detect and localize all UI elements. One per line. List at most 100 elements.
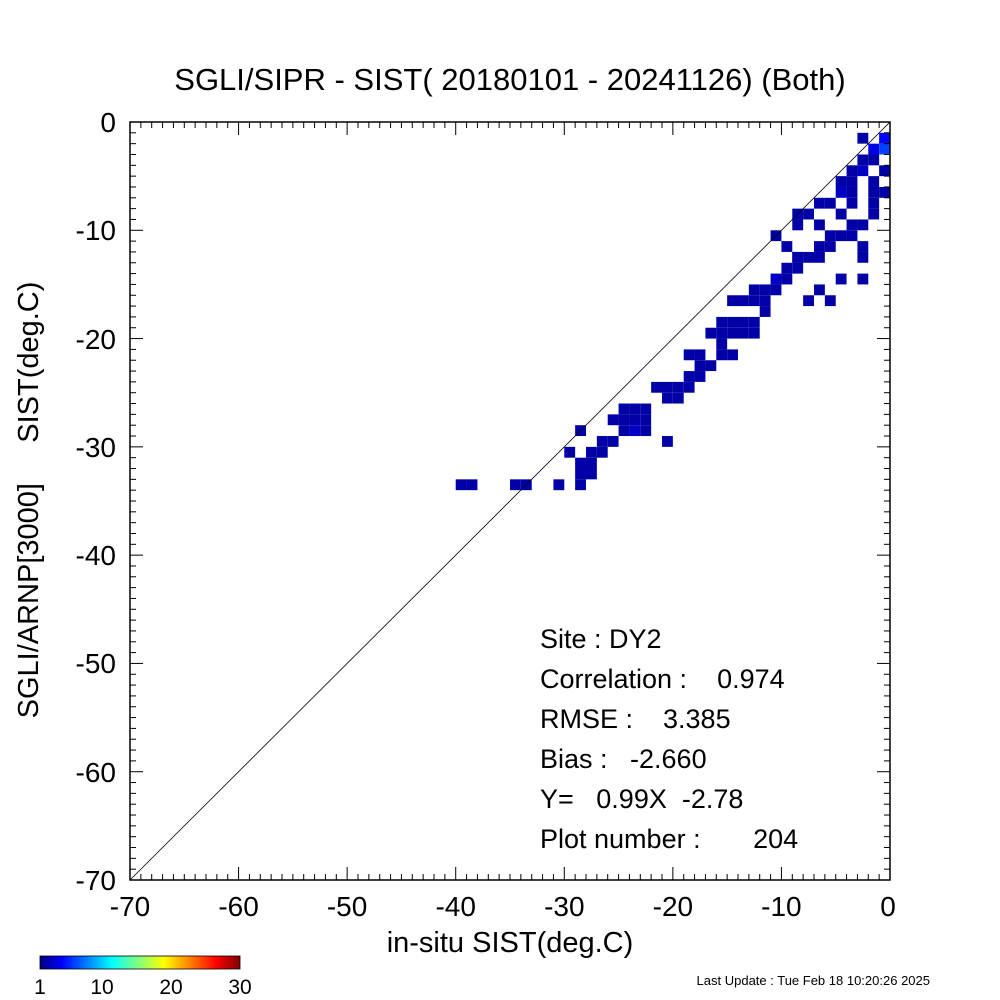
density-cell: [835, 186, 847, 198]
site-label: Site : DY2: [540, 624, 662, 654]
density-cell: [596, 436, 608, 447]
y-tick-label: -50: [76, 648, 116, 679]
density-cell: [553, 479, 565, 491]
density-cell: [857, 154, 869, 166]
chart-title: SGLI/SIPR - SIST( 20180101 - 20241126) (…: [174, 62, 845, 97]
density-cell: [803, 208, 814, 220]
density-cell: [781, 262, 793, 274]
y-tick-label: -30: [76, 432, 116, 463]
bias-label: Bias : -2.660: [540, 744, 707, 774]
y-tick-label: -10: [76, 215, 116, 246]
density-cell: [683, 381, 695, 393]
density-cell: [835, 273, 847, 285]
density-cell: [835, 176, 847, 187]
density-cell: [748, 295, 760, 307]
density-cell: [824, 295, 836, 307]
density-cell: [727, 295, 738, 307]
density-cell: [716, 338, 728, 350]
density-cell: [835, 230, 847, 242]
density-cell: [694, 349, 706, 361]
colorbar-gradient: [39, 955, 241, 970]
density-cell: [824, 197, 836, 209]
density-cell: [803, 295, 814, 307]
density-cell: [759, 284, 771, 296]
y-tick-label: -70: [76, 865, 116, 896]
density-cell: [781, 273, 793, 285]
density-cell: [868, 143, 880, 155]
plot-number-label: Plot number : 204: [540, 824, 798, 854]
density-cell: [748, 327, 760, 339]
density-cell: [879, 143, 890, 155]
density-cell: [792, 251, 804, 263]
density-cell: [618, 403, 630, 415]
y-tick-label: -40: [76, 540, 116, 571]
density-cells: [455, 132, 890, 491]
density-cell: [792, 219, 804, 231]
y-tick-labels: 0 -10 -20 -30 -40 -50 -60 -70: [76, 107, 116, 896]
density-cell: [759, 306, 771, 317]
density-cell: [814, 241, 825, 252]
density-cell: [748, 316, 760, 328]
density-cell: [662, 381, 673, 393]
density-cell: [651, 381, 662, 393]
colorbar-tick: 30: [228, 976, 251, 999]
density-cell: [618, 425, 630, 437]
x-tick-label: -20: [653, 891, 693, 922]
density-cell: [738, 295, 749, 307]
density-cell: [879, 132, 890, 144]
density-cell: [683, 349, 695, 361]
density-cell: [846, 186, 858, 198]
density-cell: [857, 132, 869, 144]
density-cell: [727, 349, 738, 361]
colorbar-tick: 20: [159, 976, 182, 999]
density-cell: [510, 479, 521, 491]
colorbar-tick: 1: [34, 976, 46, 999]
density-cell: [770, 284, 782, 296]
density-cell: [781, 241, 793, 252]
density-cell: [846, 219, 858, 231]
y-tick-label: -20: [76, 324, 116, 355]
density-cell: [455, 479, 467, 491]
density-cell: [727, 327, 738, 339]
density-cell: [618, 414, 630, 426]
density-cell: [879, 165, 890, 177]
density-cell: [792, 262, 804, 274]
density-cell: [662, 392, 673, 404]
density-cell: [705, 360, 717, 372]
density-cell: [607, 414, 619, 426]
density-cell: [683, 371, 695, 382]
density-cell: [835, 208, 847, 220]
correlation-label: Correlation : 0.974: [540, 664, 785, 694]
density-cell: [857, 251, 869, 263]
colorbar: 1 10 20 30: [34, 955, 252, 999]
density-cell: [716, 327, 728, 339]
density-cell: [629, 414, 641, 426]
density-cell: [575, 468, 586, 480]
density-cell: [672, 381, 684, 393]
colorbar-tick: 10: [90, 976, 113, 999]
density-cell: [640, 414, 652, 426]
density-cell: [607, 436, 619, 447]
density-cell: [672, 392, 684, 404]
density-cell: [868, 176, 880, 187]
density-cell: [629, 425, 641, 437]
x-tick-label: -70: [110, 891, 150, 922]
density-cell: [640, 403, 652, 415]
density-cell: [759, 295, 771, 307]
x-tick-label: -60: [218, 891, 258, 922]
y-tick-label: 0: [100, 107, 116, 138]
density-cell: [770, 273, 782, 285]
axis-ticks: [129, 121, 891, 881]
density-cell: [596, 446, 608, 458]
density-cell: [586, 446, 597, 458]
x-tick-label: 0: [880, 891, 896, 922]
density-cell: [748, 284, 760, 296]
density-cell: [738, 316, 749, 328]
density-cell: [575, 479, 586, 491]
x-tick-labels: -70 -60 -50 -40 -30 -20 -10 0: [110, 891, 896, 922]
density-cell: [716, 349, 728, 361]
density-cell: [564, 446, 576, 458]
density-cell: [846, 165, 858, 177]
density-cell: [629, 403, 641, 415]
density-cell: [814, 197, 825, 209]
